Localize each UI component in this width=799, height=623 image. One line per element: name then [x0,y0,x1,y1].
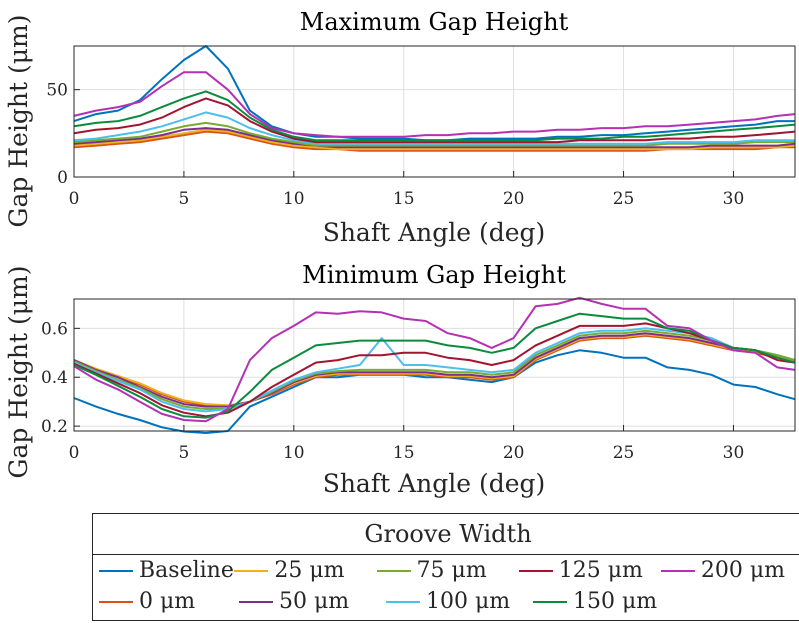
series-line [73,333,796,407]
legend-label: 125 μm [558,558,643,583]
min-gap-ylabel: Gap Height (μm) [4,266,33,479]
legend-item: 0 μm [93,589,239,614]
y-tick-label: 0 [57,168,68,188]
legend-label: 150 μm [573,589,658,614]
legend-swatch [386,600,420,603]
series-line [73,296,796,423]
legend-item: 125 μm [518,558,661,583]
x-tick-label: 25 [613,443,635,463]
legend-item: 50 μm [239,589,386,614]
x-tick-label: 25 [613,189,635,209]
x-tick-label: 5 [178,189,189,209]
min-gap-series [73,296,796,434]
legend-item: 25 μm [234,558,376,583]
legend-swatch [533,600,567,603]
min-gap-xlabel: Shaft Angle (deg) [323,469,546,498]
series-line [73,90,796,142]
max-gap-grid [74,46,795,177]
series-line [73,334,796,408]
max-gap-title: Maximum Gap Height [300,8,569,36]
max-gap-ticks: 0 5 10 15 20 25 30 0 50 [46,81,744,209]
x-tick-label: 10 [283,189,305,209]
max-gap-series [73,45,796,152]
min-gap-plot-frame [73,298,796,432]
series-line [73,327,796,413]
legend-label: 75 μm [416,558,487,583]
legend-label: 0 μm [139,589,196,614]
legend-swatch [99,600,133,603]
x-tick-label: 0 [69,189,80,209]
legend-item: 200 μm [660,558,799,583]
legend-item: 150 μm [533,589,680,614]
max-gap-plot-frame [73,45,796,178]
x-tick-label: 30 [723,189,745,209]
legend-item: 75 μm [376,558,519,583]
series-line [73,127,796,149]
legend-swatch [518,569,553,572]
legend-item: Baseline [93,558,234,583]
series-line [73,322,796,418]
y-tick-label: 0.6 [41,319,68,339]
max-gap-xlabel: Shaft Angle (deg) [323,218,546,247]
y-tick-label: 0.4 [41,368,68,388]
min-gap-title: Minimum Gap Height [302,261,566,289]
series-line [73,97,796,144]
legend-swatch [239,600,273,603]
legend-row: Baseline 25 μm 75 μm 125 μm 200 μm [93,555,799,586]
legend-label: Baseline [139,558,234,583]
y-tick-label: 0.2 [41,417,68,437]
min-gap-panel: Minimum Gap Height 0 5 10 15 20 25 30 0.2 0.4 0.6… [4,261,796,498]
series-line [73,71,796,138]
max-gap-ylabel: Gap Height (μm) [4,15,33,228]
legend-swatch [376,569,411,572]
legend-swatch [234,569,269,572]
legend-label: 50 μm [279,589,350,614]
legend-entries: Baseline 25 μm 75 μm 125 μm 200 μm 0 μm 50 μm 1… [93,555,799,617]
legend-row: 0 μm 50 μm 100 μm 150 μm [93,586,799,617]
min-gap-ticks: 0 5 10 15 20 25 30 0.2 0.4 0.6 [41,319,744,463]
legend: Groove Width Baseline 25 μm 75 μm 125 μm 200… [92,513,799,621]
series-line [73,128,796,151]
series-line [73,332,796,408]
series-line [73,312,796,419]
series-line [73,111,795,145]
series-line [73,329,796,410]
x-tick-label: 5 [178,443,189,463]
legend-label: 100 μm [426,589,511,614]
x-tick-label: 15 [393,189,415,209]
y-tick-label: 50 [46,81,68,101]
legend-label: 200 μm [700,558,786,583]
max-gap-panel: Maximum Gap Height 0 5 10 15 20 25 30 0 50 Shaft… [4,8,796,247]
legend-swatch [660,569,695,572]
series-line [73,349,796,434]
x-tick-label: 0 [69,443,80,463]
x-tick-label: 10 [283,443,305,463]
x-tick-label: 30 [723,443,745,463]
x-tick-label: 20 [503,189,525,209]
series-line [73,121,795,147]
legend-item: 100 μm [386,589,533,614]
legend-swatch [99,569,133,572]
legend-label: 25 μm [274,558,345,583]
x-tick-label: 20 [503,443,525,463]
legend-title: Groove Width [93,514,799,555]
x-tick-label: 15 [393,443,415,463]
